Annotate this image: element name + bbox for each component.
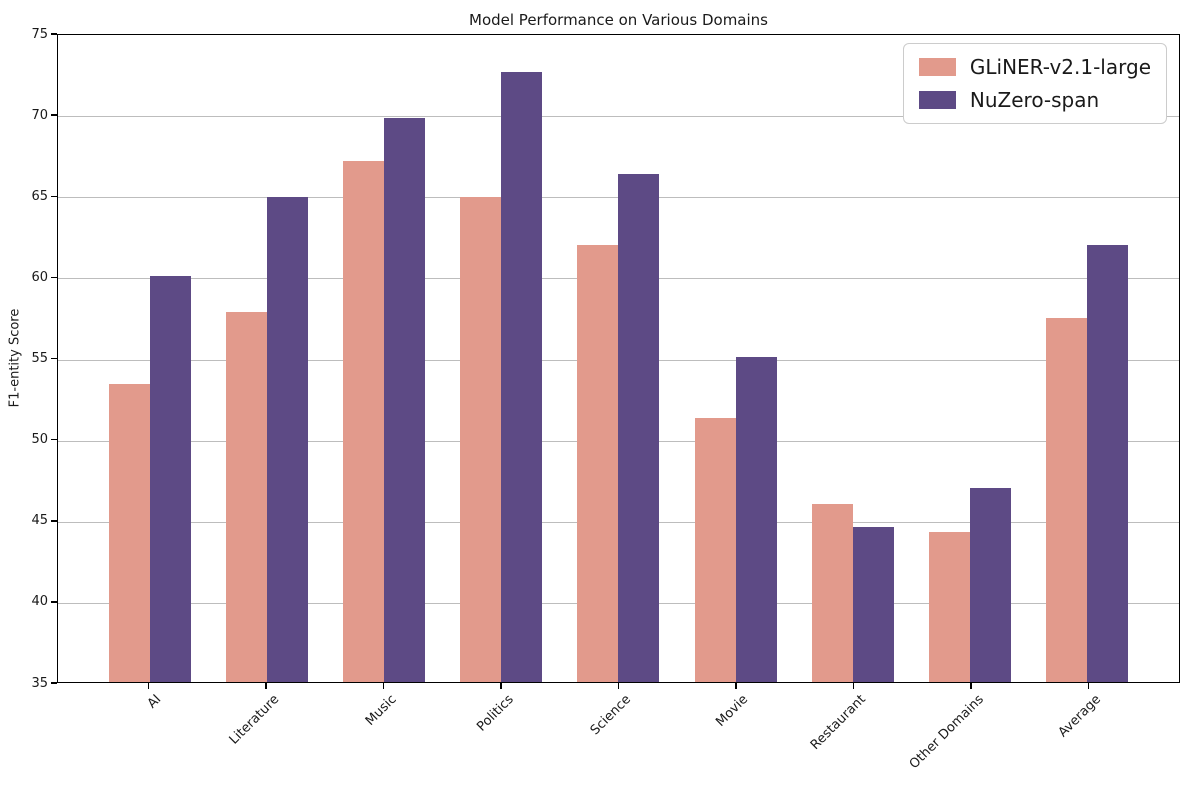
bar-pair-movie [694, 35, 777, 682]
y-tick-mark [51, 682, 57, 684]
bar-nuzero-span-literature [266, 196, 308, 682]
legend-label-gliner-v2-1-large: GLiNER-v2.1-large [969, 55, 1151, 79]
y-tick-label-70: 70 [31, 107, 48, 123]
x-tick-mark [970, 683, 972, 689]
x-tick-label-movie: Movie [713, 692, 752, 730]
bar-group-politics [443, 35, 560, 682]
x-tick-mark [735, 683, 737, 689]
x-tick-mark [382, 683, 385, 689]
bar-nuzero-span-other-domains [970, 487, 1012, 682]
x-tick-mark [617, 683, 620, 689]
x-tick-mark [500, 683, 502, 689]
bar-pair-music [343, 35, 426, 682]
legend-item-nuzero-span: NuZero-span [918, 88, 1151, 112]
bar-gliner-v2-1-large-average [1046, 318, 1088, 682]
bar-gliner-v2-1-large-other-domains [929, 531, 971, 682]
bar-pair-ai [108, 35, 191, 682]
bar-pair-politics [460, 35, 543, 682]
bar-pair-literature [225, 35, 308, 682]
bar-nuzero-span-restaurant [852, 526, 894, 682]
y-tick-label-50: 50 [31, 432, 48, 448]
y-tick-label-55: 55 [31, 351, 48, 366]
y-tick-mark [51, 33, 57, 35]
x-tick-label-other-domains: Other Domains [906, 692, 987, 773]
bar-group-ai [91, 35, 208, 682]
y-tick-label-65: 65 [31, 188, 48, 204]
bar-group-literature [208, 35, 325, 682]
y-tick-label-75: 75 [31, 26, 48, 42]
bar-nuzero-span-movie [735, 356, 777, 682]
bar-group-movie [677, 35, 794, 682]
bar-pair-science [577, 35, 660, 682]
x-tick-mark [1087, 683, 1090, 689]
legend-item-gliner-v2-1-large: GLiNER-v2.1-large [918, 55, 1151, 79]
bar-gliner-v2-1-large-literature [225, 311, 267, 682]
y-tick-mark [51, 438, 57, 441]
y-tick-label-45: 45 [31, 513, 48, 529]
bar-nuzero-span-science [618, 174, 660, 682]
bar-gliner-v2-1-large-movie [694, 418, 736, 682]
bars-layer [91, 35, 1146, 682]
bar-gliner-v2-1-large-music [343, 161, 385, 682]
x-tick-label-science: Science [587, 692, 635, 739]
bar-gliner-v2-1-large-ai [108, 384, 150, 682]
y-tick-label-60: 60 [31, 269, 48, 285]
legend-swatch-nuzero-span [918, 91, 956, 109]
bar-group-average [1029, 35, 1146, 682]
bar-nuzero-span-music [384, 117, 426, 682]
bar-group-science [560, 35, 677, 682]
y-tick-mark [51, 520, 57, 522]
legend: GLiNER-v2.1-large NuZero-span [902, 43, 1167, 124]
bar-pair-average [1046, 35, 1129, 682]
y-tick-mark [51, 601, 57, 603]
bar-group-music [325, 35, 442, 682]
y-tick-label-35: 35 [31, 675, 48, 691]
gridline-70 [58, 116, 1179, 118]
bar-group-other-domains [912, 35, 1029, 682]
bar-pair-other-domains [929, 35, 1012, 682]
bar-group-restaurant [794, 35, 911, 682]
y-tick-label-40: 40 [31, 594, 48, 610]
x-tick-label-ai: AI [144, 692, 165, 712]
x-tick-mark [147, 683, 150, 689]
legend-swatch-gliner-v2-1-large [918, 58, 956, 76]
bar-pair-restaurant [811, 35, 894, 682]
bar-gliner-v2-1-large-politics [460, 196, 502, 682]
x-tick-label-average: Average [1055, 692, 1104, 741]
y-tick-mark [51, 276, 57, 279]
y-tick-mark [51, 114, 57, 116]
x-tick-label-literature: Literature [226, 692, 282, 748]
legend-label-nuzero-span: NuZero-span [969, 88, 1100, 112]
plot-area: GLiNER-v2.1-large NuZero-span [57, 34, 1180, 683]
x-tick-mark [265, 683, 267, 689]
bar-gliner-v2-1-large-restaurant [811, 504, 853, 682]
x-tick-label-restaurant: Restaurant [808, 692, 869, 753]
bar-nuzero-span-politics [501, 72, 543, 682]
bar-gliner-v2-1-large-science [577, 245, 619, 682]
x-tick-label-politics: Politics [474, 692, 517, 735]
x-tick-mark [852, 683, 855, 689]
x-tick-label-music: Music [362, 692, 400, 729]
bar-nuzero-span-average [1087, 245, 1129, 682]
y-tick-mark [51, 357, 57, 360]
y-tick-mark [51, 195, 57, 197]
bar-nuzero-span-ai [149, 276, 191, 682]
chart-title: Model Performance on Various Domains [469, 11, 768, 29]
